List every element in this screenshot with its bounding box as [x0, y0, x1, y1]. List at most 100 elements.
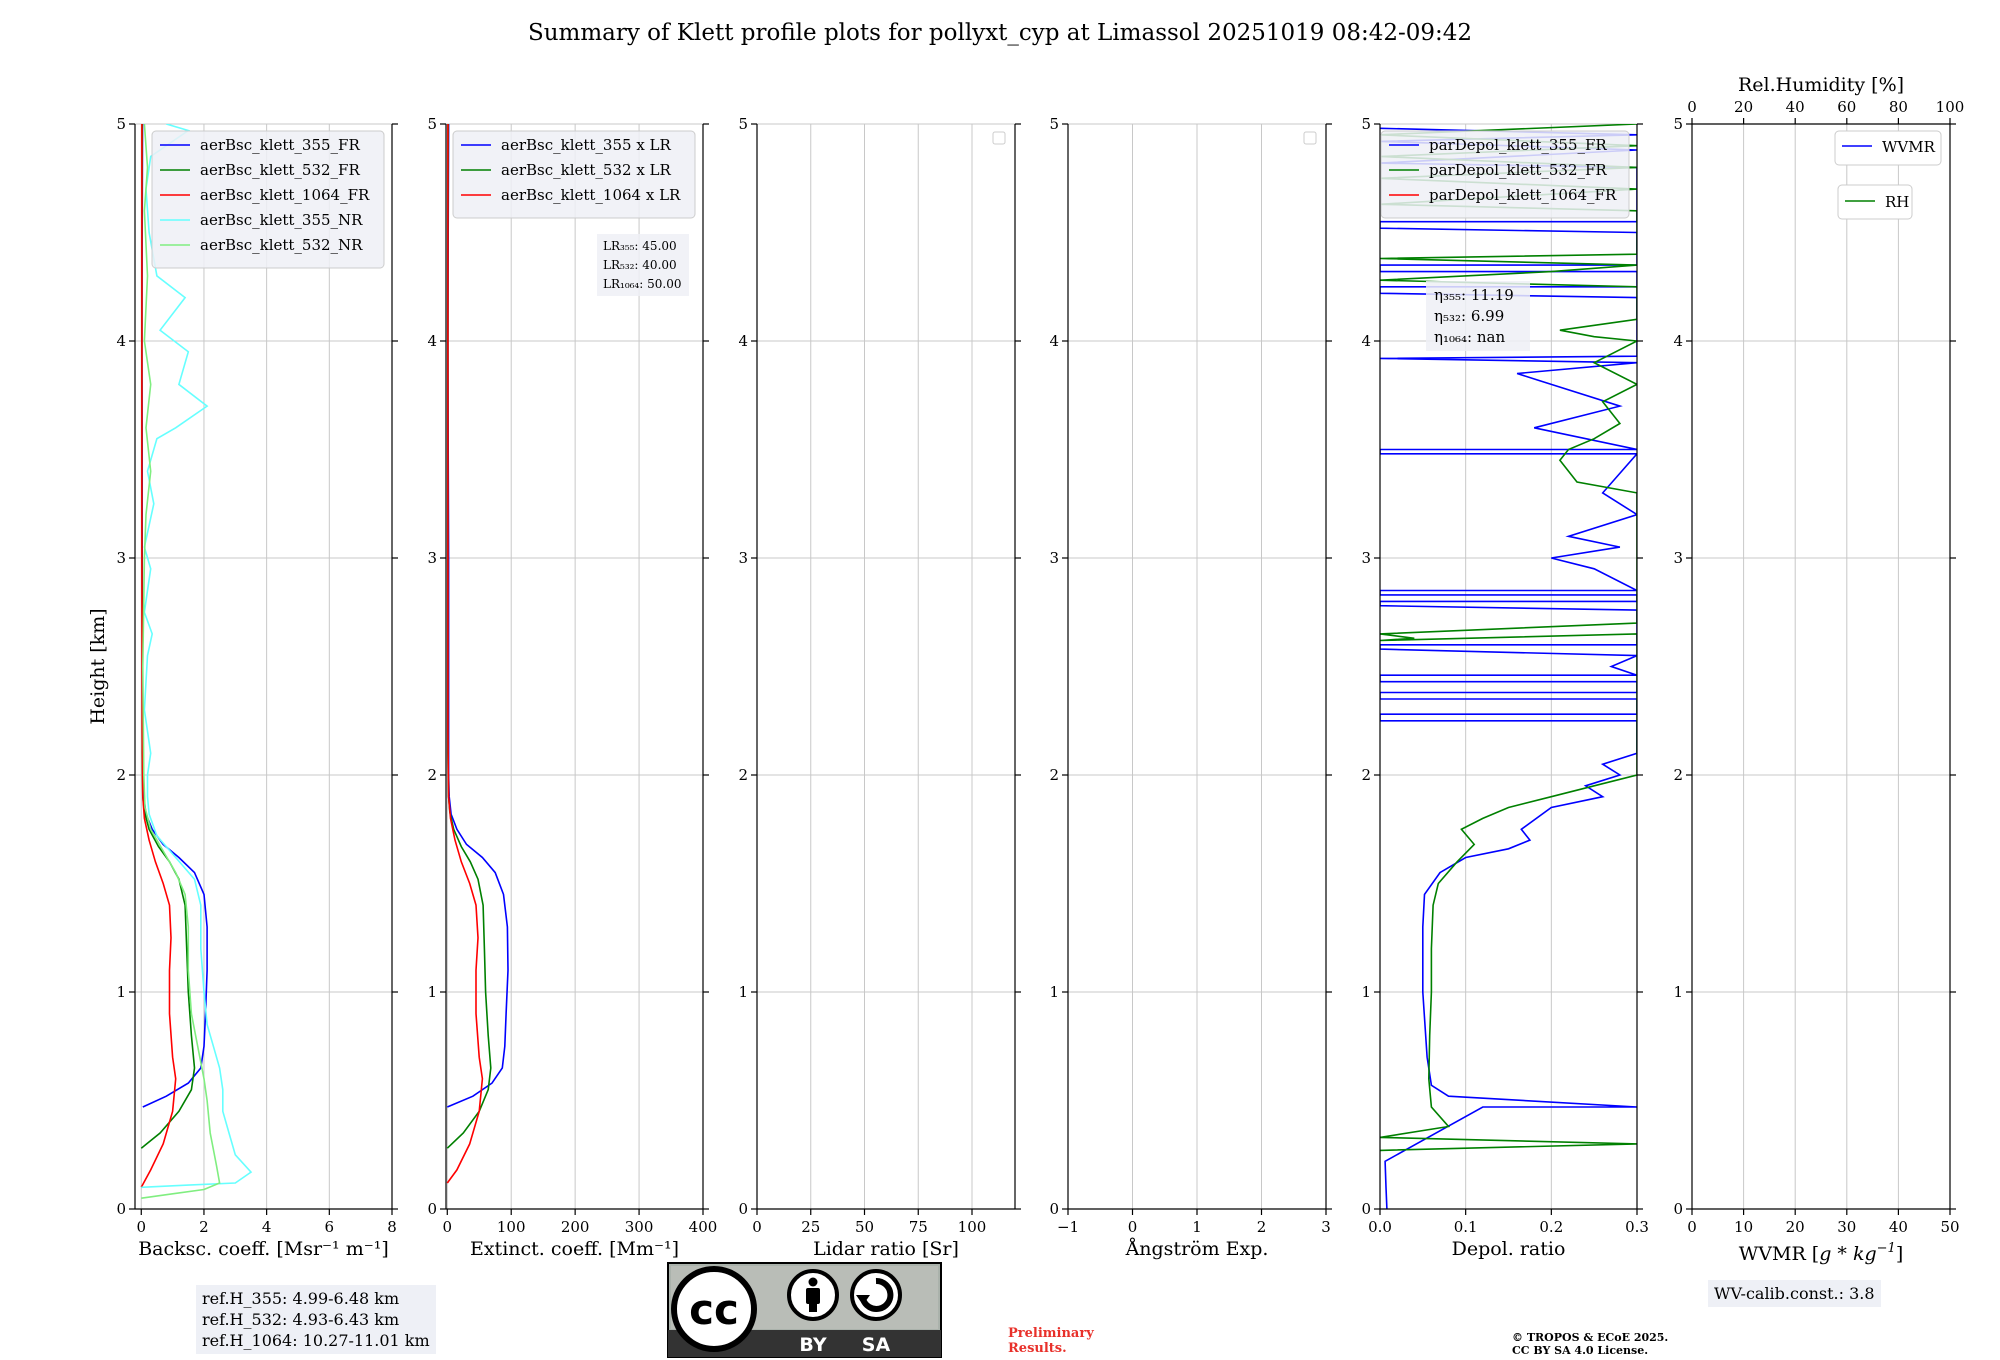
xtick-label-wvmr-5: 50	[1940, 1218, 1959, 1236]
ytick-label-backscatter-0: 0	[116, 1200, 126, 1218]
top-xtick-label-1: 20	[1734, 98, 1753, 116]
xtick-label-extinction-1: 100	[497, 1218, 526, 1236]
xlabel-part-3: −1	[1877, 1241, 1896, 1256]
legend-box-depol	[1380, 130, 1630, 219]
cc-letters: cc	[689, 1285, 739, 1334]
legend-label-backscatter-3: aerBsc_klett_355_NR	[200, 211, 363, 229]
legend-box-rh	[1837, 184, 1913, 220]
y-axis-label: Height [km]	[87, 608, 109, 724]
panel-backscatter: 0 1 2 3 4 5 0 2 4 6 8 Backsc. coeff. [Msr⁻¹ m⁻¹] aer…	[116, 115, 398, 1260]
series-backscatter-0	[141, 124, 208, 1108]
ytick-label-backscatter-2: 2	[116, 766, 126, 784]
ytick-label-backscatter-1: 1	[116, 983, 126, 1001]
xtick-label-backscatter-4: 8	[387, 1218, 397, 1236]
ytick-label-lidar-ratio-4: 4	[738, 332, 748, 350]
top-xlabel-wvmr: Rel.Humidity [%]	[1738, 74, 1904, 96]
ref-height-532: ref.H_532: 4.93-6.43 km	[202, 1310, 400, 1329]
ytick-label-depol-1: 1	[1361, 983, 1371, 1001]
xtick-label-angstrom-0: −1	[1057, 1218, 1079, 1236]
legend-label-extinction-1: aerBsc_klett_532 x LR	[501, 161, 672, 179]
ytick-label-wvmr-2: 2	[1673, 766, 1683, 784]
ytick-label-wvmr-1: 1	[1673, 983, 1683, 1001]
ytick-label-extinction-0: 0	[427, 1200, 437, 1218]
xlabel-part-4: ]	[1896, 1243, 1903, 1265]
series-backscatter-2	[140, 124, 177, 1188]
series-extinction-0	[446, 124, 509, 1108]
ytick-label-angstrom-1: 1	[1049, 983, 1059, 1001]
preliminary-note: Preliminary Results.	[1008, 1326, 1094, 1356]
xtick-label-depol-1: 0.1	[1454, 1218, 1478, 1236]
ytick-label-extinction-3: 3	[427, 549, 437, 567]
sa-label: SA	[862, 1334, 891, 1356]
xlabel-extinction: Extinct. coeff. [Mm⁻¹]	[470, 1238, 679, 1260]
ytick-label-depol-5: 5	[1361, 115, 1371, 133]
xtick-label-extinction-3: 300	[625, 1218, 654, 1236]
series-extinction-2	[446, 124, 484, 1184]
ytick-label-lidar-ratio-3: 3	[738, 549, 748, 567]
eta-2: η₁₀₆₄: nan	[1434, 328, 1505, 346]
wv-calib-text: WV-calib.const.: 3.8	[1714, 1284, 1875, 1303]
xlabel-part-2: g * kg	[1819, 1243, 1876, 1265]
preliminary-line-2: Results.	[1008, 1341, 1067, 1356]
ytick-label-angstrom-4: 4	[1049, 332, 1059, 350]
ytick-label-wvmr-5: 5	[1673, 115, 1683, 133]
ytick-label-angstrom-5: 5	[1049, 115, 1059, 133]
lidar-ratio-0: LR₃₅₅: 45.00	[603, 239, 677, 253]
xtick-label-backscatter-1: 2	[199, 1218, 209, 1236]
series-backscatter-1	[140, 124, 196, 1149]
figure-title: Summary of Klett profile plots for polly…	[527, 20, 1473, 46]
lidar-ratio-1: LR₅₃₂: 40.00	[603, 258, 677, 272]
series-depol-0	[1380, 127, 1637, 1209]
series-backscatter-3	[141, 124, 253, 1189]
xlabel-lidar-ratio: Lidar ratio [Sr]	[813, 1238, 959, 1260]
by-label: BY	[799, 1334, 826, 1356]
grid-backscatter	[135, 123, 393, 1210]
grid-wvmr	[1691, 123, 1951, 1210]
xtick-label-depol-2: 0.2	[1539, 1218, 1563, 1236]
ytick-label-wvmr-4: 4	[1673, 332, 1683, 350]
ytick-label-extinction-5: 5	[427, 115, 437, 133]
series-backscatter-4	[141, 124, 221, 1199]
xtick-label-angstrom-1: 0	[1128, 1218, 1138, 1236]
ref-height-1064: ref.H_1064: 10.27-11.01 km	[202, 1331, 430, 1350]
legend-label-wvmr: WVMR	[1882, 138, 1936, 156]
cc-by-sa-badge: cc BY SA	[667, 1262, 942, 1358]
xlabel-wvmr: WVMR [g * kg−1]	[1739, 1241, 1903, 1265]
ytick-label-extinction-4: 4	[427, 332, 437, 350]
eta-box	[1426, 281, 1530, 351]
legend-label-depol-0: parDepol_klett_355_FR	[1429, 136, 1607, 154]
xtick-label-wvmr-3: 30	[1837, 1218, 1856, 1236]
ytick-label-extinction-2: 2	[427, 766, 437, 784]
xtick-label-lidar-ratio-4: 100	[958, 1218, 987, 1236]
xlabel-depol: Depol. ratio	[1452, 1238, 1566, 1260]
legend-box-wvmr	[1834, 130, 1942, 166]
copyright-note: © TROPOS & ECoE 2025. CC BY SA 4.0 Licen…	[1512, 1331, 1668, 1357]
top-xtick-label-5: 100	[1936, 98, 1965, 116]
xlabel-angstrom: Ångström Exp.	[1125, 1238, 1269, 1260]
xtick-label-extinction-4: 400	[689, 1218, 718, 1236]
series-extinction-1	[446, 124, 492, 1149]
ytick-label-lidar-ratio-1: 1	[738, 983, 748, 1001]
xtick-label-wvmr-1: 10	[1734, 1218, 1753, 1236]
top-xtick-label-4: 80	[1889, 98, 1908, 116]
xtick-label-wvmr-4: 40	[1889, 1218, 1908, 1236]
series-depol-1	[1380, 124, 1637, 1152]
ytick-label-backscatter-4: 4	[116, 332, 126, 350]
legend-label-extinction-0: aerBsc_klett_355 x LR	[501, 136, 672, 154]
ytick-label-lidar-ratio-5: 5	[738, 115, 748, 133]
xtick-label-extinction-2: 200	[561, 1218, 590, 1236]
lidar-ratio-box	[597, 234, 689, 296]
xtick-label-lidar-ratio-2: 50	[855, 1218, 874, 1236]
xtick-label-angstrom-2: 1	[1192, 1218, 1202, 1236]
ytick-label-wvmr-0: 0	[1673, 1200, 1683, 1218]
legend-label-rh: RH	[1885, 193, 1909, 211]
xtick-label-depol-0: 0.0	[1368, 1218, 1392, 1236]
xlabel-backscatter: Backsc. coeff. [Msr⁻¹ m⁻¹]	[138, 1238, 389, 1260]
ytick-label-angstrom-3: 3	[1049, 549, 1059, 567]
legend-label-depol-1: parDepol_klett_532_FR	[1429, 161, 1607, 179]
grid-angstrom	[1067, 123, 1327, 1210]
xtick-label-extinction-0: 0	[443, 1218, 453, 1236]
